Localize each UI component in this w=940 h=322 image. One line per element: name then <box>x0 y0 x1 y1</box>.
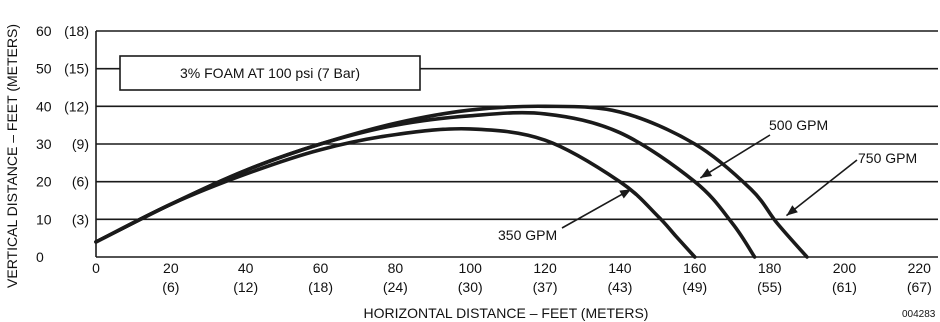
series-line-350-gpm <box>94 126 697 259</box>
annotation-arrow <box>699 134 771 179</box>
annotation-arrow <box>561 188 632 229</box>
y-tick-sublabel: (6) <box>72 174 89 190</box>
annotation-arrowhead <box>700 168 713 178</box>
x-tick-sublabel: (30) <box>458 279 483 295</box>
annotations: 500 GPM 750 GPM 350 GPM <box>498 117 917 243</box>
y-tick-label: 10 <box>36 211 52 227</box>
y-axis-label: VERTICAL DISTANCE – FEET (METERS) <box>4 24 20 288</box>
x-tick-label: 180 <box>758 260 782 276</box>
tick-labels: 0 20(6)40(12)60(18)80(24)100(30)120(37)14… <box>36 23 932 295</box>
series-line-500-gpm <box>94 110 757 259</box>
figure-code: 004283 <box>902 309 936 320</box>
x-tick-label: 220 <box>908 260 932 276</box>
x-tick-sublabel: (67) <box>907 279 932 295</box>
x-tick-label: 100 <box>459 260 483 276</box>
annotation-500-gpm: 500 GPM <box>769 117 828 133</box>
annotation-arrowhead <box>786 205 798 216</box>
annotation-arrows <box>561 134 858 229</box>
annotation-arrow <box>785 159 858 217</box>
x-tick-sublabel: (49) <box>682 279 707 295</box>
x-tick-label: 60 <box>313 260 329 276</box>
x-tick-label: 200 <box>833 260 857 276</box>
chart-title: 3% FOAM AT 100 psi (7 Bar) <box>180 65 360 81</box>
x-tick-label: 160 <box>683 260 707 276</box>
annotation-350-gpm: 350 GPM <box>498 227 557 243</box>
x-tick-sublabel: (61) <box>832 279 857 295</box>
y-tick-sublabel: (12) <box>64 98 89 114</box>
y-tick-label: 50 <box>36 61 52 77</box>
series-line-750-gpm <box>94 104 809 259</box>
y-tick-label: 60 <box>36 23 52 39</box>
x-tick-sublabel: (6) <box>162 279 179 295</box>
x-tick-label: 20 <box>163 260 179 276</box>
title-box <box>119 55 421 91</box>
x-tick-label: 120 <box>533 260 557 276</box>
x-tick-sublabel: (55) <box>757 279 782 295</box>
annotation-750-gpm: 750 GPM <box>858 150 917 166</box>
y-tick-label: 0 <box>36 249 44 265</box>
x-tick-sublabel: (37) <box>533 279 558 295</box>
annotation-arrowhead <box>619 189 632 199</box>
y-tick-sublabel: (15) <box>64 61 89 77</box>
y-tick-sublabel: (18) <box>64 23 89 39</box>
series-curves <box>94 104 809 259</box>
x-tick-sublabel: (12) <box>233 279 258 295</box>
x-tick-sublabel: (24) <box>383 279 408 295</box>
x-tick-sublabel: (43) <box>607 279 632 295</box>
y-tick-label: 30 <box>36 136 52 152</box>
x-tick-sublabel: (18) <box>308 279 333 295</box>
y-tick-sublabel: (3) <box>72 211 89 227</box>
y-tick-label: 40 <box>36 98 52 114</box>
x-tick-label: 40 <box>238 260 254 276</box>
x-tick-label: 140 <box>608 260 632 276</box>
y-tick-label: 20 <box>36 174 52 190</box>
y-tick-sublabel: (9) <box>72 136 89 152</box>
x-axis-label: HORIZONTAL DISTANCE – FEET (METERS) <box>364 305 649 321</box>
x-tick-label: 80 <box>388 260 404 276</box>
x-tick-label: 0 <box>92 260 100 276</box>
